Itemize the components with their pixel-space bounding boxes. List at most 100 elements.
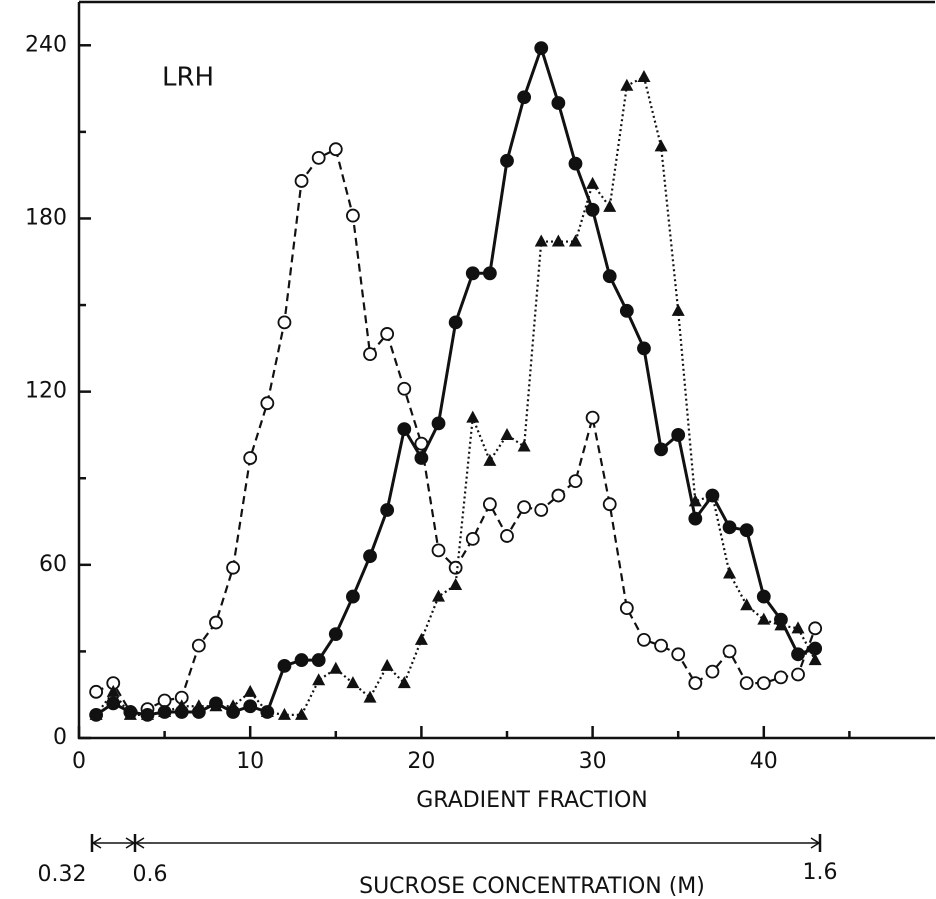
marker [482, 497, 497, 512]
marker [654, 638, 668, 653]
series-line [95, 43, 816, 717]
marker [363, 549, 377, 564]
marker [448, 560, 463, 575]
marker [295, 707, 309, 720]
marker [328, 142, 343, 157]
scale-tick-label: 1.6 [803, 860, 838, 885]
marker [705, 664, 720, 679]
marker [449, 578, 463, 591]
marker [774, 618, 788, 631]
marker [209, 699, 223, 712]
marker [739, 676, 754, 691]
marker [740, 598, 754, 611]
marker [175, 699, 189, 712]
marker [808, 653, 822, 666]
marker [500, 153, 514, 168]
marker [568, 234, 582, 247]
y-tick-label: 120 [25, 379, 67, 404]
marker [346, 208, 360, 223]
annotation: LRH [162, 63, 214, 93]
marker [431, 543, 446, 558]
marker [363, 347, 377, 362]
y-tick-label: 60 [39, 552, 67, 577]
marker [209, 615, 223, 630]
marker [277, 315, 292, 330]
plot-frame [77, 0, 935, 740]
marker [500, 529, 514, 543]
marker [397, 381, 412, 396]
marker [671, 303, 685, 316]
marker [757, 612, 771, 625]
marker [791, 621, 805, 634]
y-tick-label: 0 [53, 725, 67, 750]
marker [602, 497, 617, 512]
marker [483, 453, 497, 466]
marker [311, 150, 326, 165]
sucrose-scale: 0.32 0.6 1.6 SUCROSE CONCENTRATION (M) [38, 834, 838, 899]
marker [243, 684, 257, 697]
marker [466, 410, 480, 423]
marker [756, 676, 771, 691]
scale-arrows [91, 837, 821, 849]
marker [688, 494, 702, 507]
marker [791, 647, 805, 662]
marker [380, 327, 395, 341]
marker [414, 632, 428, 645]
marker [705, 488, 719, 501]
marker [619, 303, 634, 318]
marker [311, 653, 326, 667]
marker [603, 199, 617, 212]
marker [774, 670, 788, 685]
x-tick-label: 40 [750, 749, 778, 774]
marker [808, 621, 823, 636]
marker [329, 661, 343, 674]
marker [756, 589, 771, 604]
marker [791, 667, 805, 682]
marker [551, 234, 565, 247]
marker [534, 234, 548, 247]
y-tick-label: 240 [25, 32, 67, 57]
marker [106, 684, 120, 697]
marker [637, 70, 651, 83]
marker [465, 266, 480, 281]
marker [517, 90, 532, 105]
marker [568, 474, 583, 489]
marker [568, 156, 583, 171]
marker [620, 78, 634, 91]
marker [585, 410, 600, 425]
x-tick-label: 20 [407, 749, 435, 774]
marker [226, 699, 240, 712]
marker [157, 693, 172, 708]
marker [722, 520, 737, 535]
scale-label: SUCROSE CONCENTRATION (M) [359, 874, 705, 899]
marker [192, 699, 206, 712]
marker [243, 451, 258, 465]
marker [534, 41, 549, 56]
scale-tick-label: 0.32 [38, 862, 87, 887]
marker [534, 503, 549, 517]
marker [432, 589, 446, 602]
marker [517, 439, 531, 452]
marker [500, 427, 514, 440]
marker [654, 139, 668, 152]
marker [397, 676, 411, 689]
marker [140, 707, 154, 720]
marker [89, 707, 103, 720]
marker [89, 684, 104, 699]
marker [585, 202, 600, 217]
x-tick-label: 30 [579, 749, 607, 774]
marker [723, 566, 737, 579]
marker [277, 707, 291, 720]
marker [482, 266, 497, 281]
marker [637, 341, 651, 356]
marker [346, 589, 360, 604]
marker [158, 705, 172, 718]
marker [739, 523, 754, 538]
marker [277, 658, 292, 673]
x-tick-label: 0 [72, 749, 86, 774]
marker [448, 315, 463, 330]
marker [722, 644, 737, 659]
marker [243, 699, 258, 714]
marker [551, 96, 566, 110]
